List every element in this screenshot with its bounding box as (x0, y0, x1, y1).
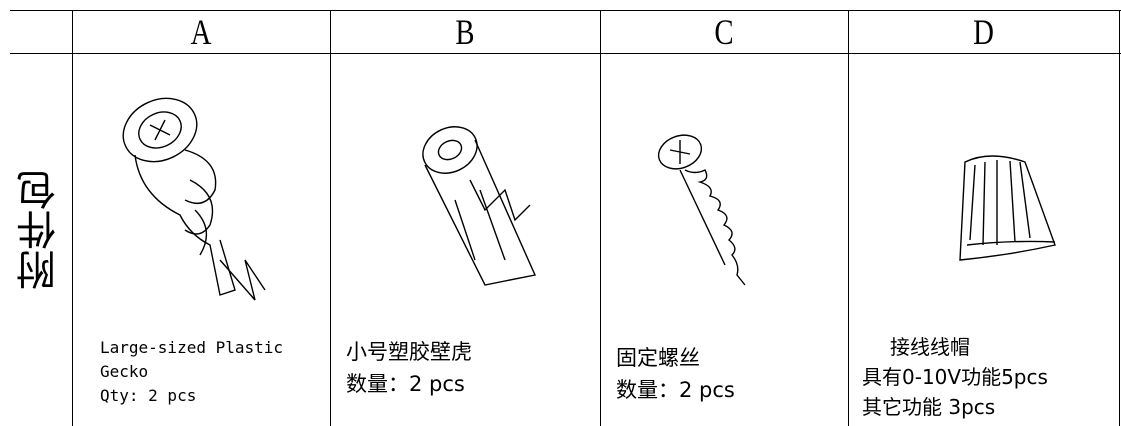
rule (1119, 10, 1120, 426)
rule (848, 10, 849, 426)
cell-text: 接线线帽 具有0-10V功能5pcs 其它功能 3pcs (862, 332, 1048, 422)
anchor-icon (422, 126, 536, 286)
text-line: Gecko (100, 362, 149, 381)
text-line: 数量：2 pcs (346, 372, 465, 396)
column-header: B (455, 12, 475, 52)
screw-icon (657, 134, 746, 286)
column-header: A (190, 12, 212, 52)
wire-cap-icon (959, 155, 1056, 261)
column-header: D (973, 12, 994, 52)
rule (72, 10, 73, 426)
text-line: Large-sized Plastic (100, 338, 284, 357)
text-line: 小号塑胶壁虎 (346, 340, 472, 364)
text-line: 具有0-10V功能5pcs (862, 365, 1048, 389)
text-line: 接线线帽 (890, 335, 970, 359)
rule (330, 10, 331, 426)
text-line: 数量：2 pcs (616, 378, 735, 402)
rule (10, 53, 1121, 54)
gecko-icon (122, 97, 266, 301)
rule (10, 10, 1121, 11)
text-line: Qty: 2 pcs (100, 386, 197, 405)
cell-text: 固定螺丝 数量：2 pcs (616, 342, 735, 406)
text-line: 固定螺丝 (616, 346, 700, 370)
cell-text: Large-sized Plastic Gecko Qty: 2 pcs (100, 336, 283, 408)
column-header: C (714, 12, 734, 52)
cell-text: 小号塑胶壁虎 数量：2 pcs (346, 336, 472, 400)
text-line: 其它功能 3pcs (862, 395, 996, 419)
rule (600, 10, 601, 426)
row-label: 附件包 (17, 170, 63, 290)
